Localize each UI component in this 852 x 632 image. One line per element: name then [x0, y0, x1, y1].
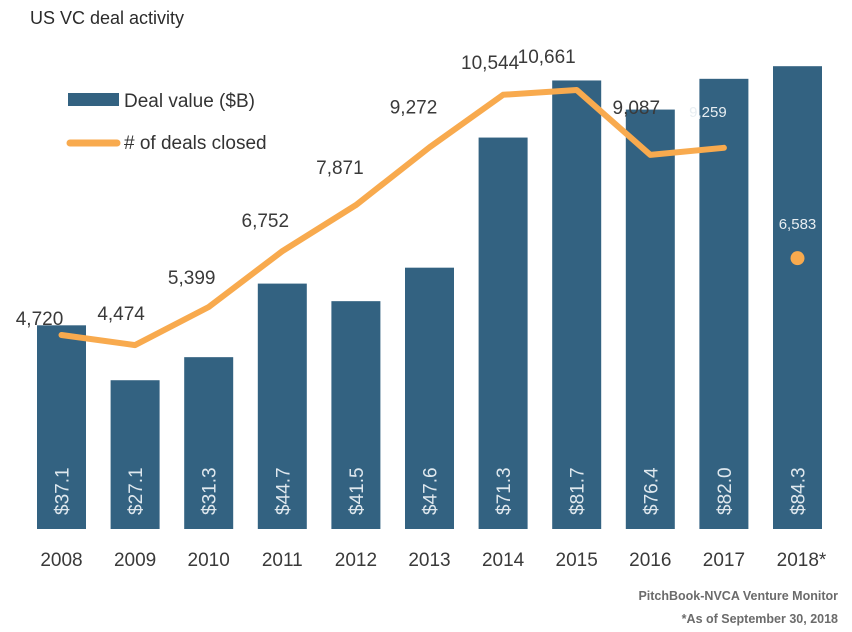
legend-label-deal-value: Deal value ($B): [124, 91, 255, 112]
x-axis-ticks: 2008 2009 2010 2011 2012 2013 2014 2015 2016 2017…: [40, 550, 827, 571]
bar-label-group: $37.1 $27.1 $31.3 $44.7 $41.5 $47.6 $71.3 $81.7…: [53, 467, 810, 515]
x-tick-label: 2018*: [777, 550, 827, 571]
x-tick-label: 2011: [262, 550, 303, 571]
source-note: PitchBook-NVCA Venture Monitor: [638, 589, 838, 603]
deals-closed-label: 10,544: [461, 53, 520, 74]
x-tick-label: 2014: [482, 550, 525, 571]
x-tick-label: 2017: [703, 550, 745, 571]
x-tick-label: 2016: [629, 550, 671, 571]
chart-title: US VC deal activity: [30, 8, 184, 28]
bar-value-label: $41.5: [347, 467, 368, 515]
legend-swatch-deal-value: [68, 93, 119, 106]
x-tick-label: 2008: [40, 550, 82, 571]
bar-2015: [552, 80, 602, 529]
deals-closed-label: 10,661: [518, 47, 576, 68]
deals-closed-line: [58, 87, 727, 349]
deals-closed-label: 9,087: [613, 98, 661, 119]
bar-2012: [331, 301, 381, 529]
bar-value-label: $76.4: [641, 467, 662, 515]
deals-closed-label: 9,272: [390, 97, 438, 118]
footnote: *As of September 30, 2018: [682, 612, 838, 626]
line-series: [58, 87, 805, 349]
bar-2018: [773, 66, 822, 530]
bar-value-label: $84.3: [789, 467, 810, 515]
bar-value-label: $44.7: [273, 467, 294, 515]
bar-2011: [257, 283, 307, 529]
line-label-group: 4,720 4,474 5,399 6,752 7,871 9,272 10,54410,6…: [16, 47, 817, 330]
legend-label-deals-closed: # of deals closed: [124, 133, 267, 154]
bar-value-label: $82.0: [715, 467, 736, 515]
bar-series: [37, 66, 822, 530]
bar-value-label: $37.1: [53, 467, 74, 515]
bar-2013: [405, 267, 454, 529]
deals-closed-point-2018: [790, 251, 805, 266]
bar-2014: [478, 137, 528, 530]
bar-value-label: $47.6: [421, 467, 442, 515]
deals-closed-label: 4,474: [97, 304, 145, 325]
bar-2009: [110, 380, 160, 529]
deals-closed-label: 5,399: [168, 268, 216, 289]
x-tick-label: 2009: [114, 550, 156, 571]
deals-closed-label: 4,720: [16, 309, 64, 330]
bar-value-label: $81.7: [568, 467, 589, 515]
legend: Deal value ($B) # of deals closed: [66, 91, 267, 154]
deals-closed-label: 6,752: [242, 211, 290, 232]
bar-2017: [699, 78, 749, 529]
deals-closed-label: 9,259: [689, 104, 727, 121]
deals-closed-label: 7,871: [316, 158, 364, 179]
x-tick-label: 2015: [556, 550, 598, 571]
x-tick-label: 2012: [335, 550, 377, 571]
bar-value-label: $71.3: [494, 467, 515, 515]
bar-2010: [184, 357, 234, 529]
deals-closed-label: 6,583: [779, 216, 817, 233]
x-tick-label: 2013: [408, 550, 450, 571]
bar-value-label: $27.1: [126, 467, 147, 515]
bar-2016: [625, 109, 675, 530]
x-tick-label: 2010: [188, 550, 230, 571]
bar-2008: [37, 325, 86, 529]
bar-value-label: $31.3: [200, 467, 221, 515]
